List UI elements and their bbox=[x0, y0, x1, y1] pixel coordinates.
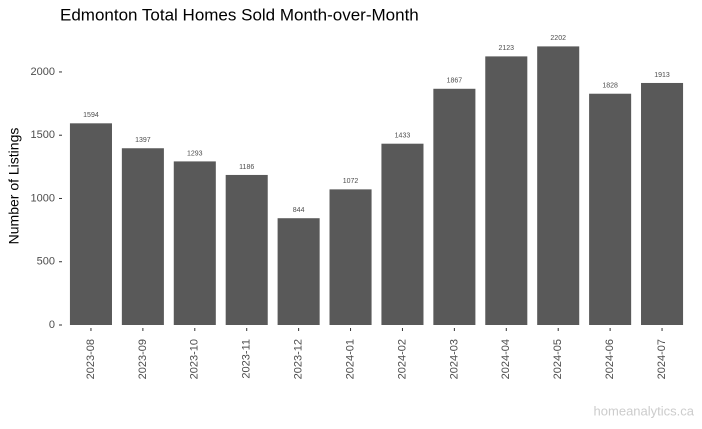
x-tick-label: 2023-10 bbox=[189, 339, 201, 379]
bar bbox=[277, 218, 320, 325]
data-label: 1397 bbox=[135, 137, 151, 144]
data-label: 844 bbox=[293, 207, 305, 214]
x-tick-label: 2023-12 bbox=[293, 339, 305, 379]
bar bbox=[329, 189, 372, 325]
data-label: 2123 bbox=[499, 45, 515, 52]
y-axis-title: Number of Listings bbox=[6, 128, 22, 245]
x-tick-label: 2024-05 bbox=[552, 339, 564, 379]
bar bbox=[381, 143, 424, 325]
x-tick-label: 2024-04 bbox=[500, 339, 512, 379]
data-label: 1913 bbox=[654, 72, 670, 79]
data-label: 1293 bbox=[187, 150, 203, 157]
bar bbox=[433, 88, 476, 326]
x-tick-label: 2024-06 bbox=[604, 339, 616, 379]
x-tick-label: 2023-09 bbox=[137, 339, 149, 379]
x-tick-label: 2023-11 bbox=[241, 339, 253, 379]
y-tick-label: 2000 bbox=[31, 66, 55, 78]
y-tick-label: 0 bbox=[49, 319, 55, 331]
bar bbox=[69, 123, 112, 326]
data-label: 1433 bbox=[395, 133, 411, 140]
data-label: 1828 bbox=[602, 83, 618, 90]
data-label: 1594 bbox=[83, 112, 99, 119]
x-tick-label: 2024-01 bbox=[344, 339, 356, 379]
bar bbox=[537, 46, 580, 325]
x-tick-label: 2023-08 bbox=[85, 339, 97, 379]
x-tick-label: 2024-07 bbox=[656, 339, 668, 379]
y-tick-label: 1000 bbox=[31, 192, 55, 204]
x-tick-label: 2024-03 bbox=[448, 339, 460, 379]
bar bbox=[225, 174, 268, 325]
data-label: 1072 bbox=[343, 178, 359, 185]
bar bbox=[121, 148, 164, 325]
bar bbox=[173, 161, 216, 325]
watermark: homeanalytics.ca bbox=[594, 403, 695, 418]
y-tick-label: 1500 bbox=[31, 129, 55, 141]
data-label: 2202 bbox=[550, 35, 566, 42]
y-tick-label: 500 bbox=[37, 256, 55, 268]
data-label: 1186 bbox=[239, 164, 254, 171]
bar bbox=[589, 93, 632, 325]
x-tick-label: 2024-02 bbox=[396, 339, 408, 379]
bar bbox=[641, 82, 684, 325]
chart-title: Edmonton Total Homes Sold Month-over-Mon… bbox=[60, 5, 419, 24]
bar bbox=[485, 56, 528, 325]
data-label: 1867 bbox=[447, 78, 463, 85]
